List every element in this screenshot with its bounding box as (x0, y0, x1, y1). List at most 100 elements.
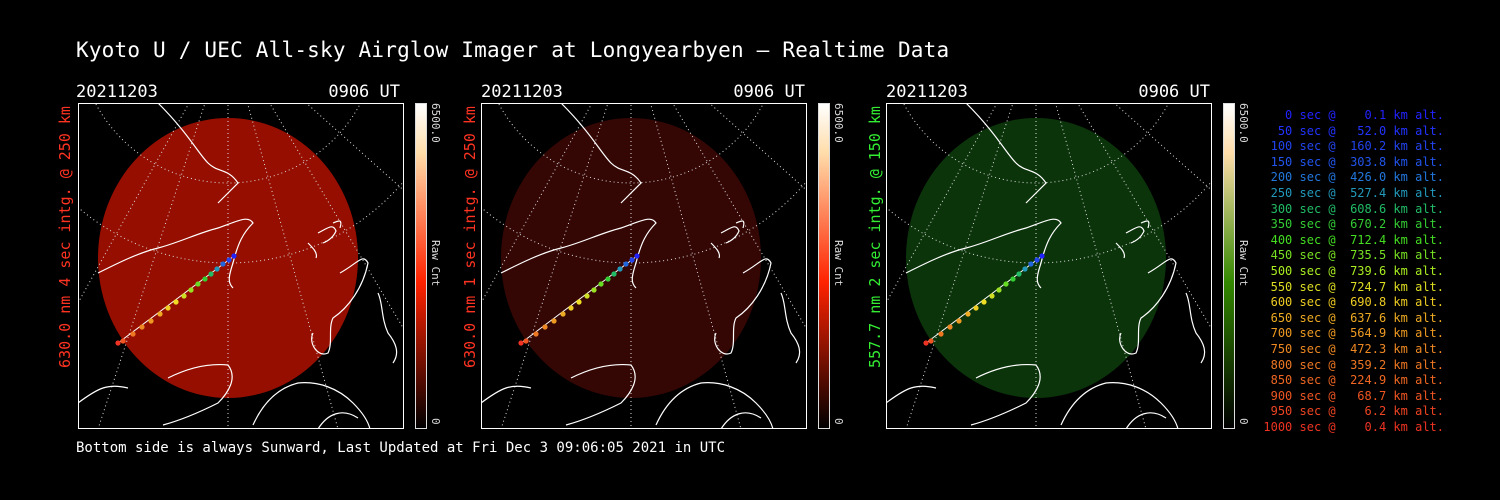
panel-3-date: 20211203 (886, 82, 968, 102)
coastline (905, 218, 1062, 289)
trajectory-point (1016, 271, 1022, 277)
coastline (157, 103, 239, 204)
page-title: Kyoto U / UEC All-sky Airglow Imager at … (76, 38, 950, 62)
lon-line (1113, 103, 1212, 192)
coastline (97, 218, 254, 289)
coastline (735, 220, 745, 229)
panel-2-image (481, 103, 807, 429)
coastline (965, 103, 1047, 204)
legend-row: 150 sec @ 303.8 km alt. (1263, 154, 1444, 169)
coastline (1125, 412, 1167, 429)
trajectory-point (231, 253, 237, 259)
panel-2-colorbar-max: 6500.0 (832, 103, 845, 143)
panel-3-colorbar-max: 6500.0 (1237, 103, 1250, 143)
panel-2-map (481, 103, 807, 429)
legend-row: 50 sec @ 52.0 km alt. (1263, 123, 1444, 138)
trajectory-point (165, 305, 171, 311)
legend-row: 250 sec @ 527.4 km alt. (1263, 185, 1444, 200)
panel-1-colorbar-unit: Raw Cnt (429, 240, 442, 287)
panel-frame (78, 103, 404, 429)
trajectory-point (973, 305, 979, 311)
trajectory-point (576, 299, 582, 305)
lon-line (500, 103, 609, 429)
panel-2-colorbar (818, 103, 830, 429)
lon-line (305, 103, 404, 192)
trajectory-point (568, 305, 574, 311)
coastline (970, 363, 1041, 426)
trajectory-point (617, 266, 623, 272)
panel-1-colorbar (415, 103, 427, 429)
legend-row: 1000 sec @ 0.4 km alt. (1263, 419, 1444, 434)
panel-1-colorbar-max: 6500.0 (429, 103, 442, 143)
altitude-legend: 0 sec @ 0.1 km alt. 50 sec @ 52.0 km alt… (1262, 108, 1444, 435)
lon-line (97, 103, 206, 429)
legend-row: 400 sec @ 712.4 km alt. (1263, 232, 1444, 247)
trajectory-point (591, 287, 597, 293)
coastline (560, 103, 642, 204)
coastline (317, 412, 359, 429)
legend-row: 800 sec @ 359.2 km alt. (1263, 357, 1444, 372)
coastline (332, 220, 342, 229)
trajectory-point (220, 261, 226, 267)
trajectory-point (598, 281, 604, 287)
trajectory-point (523, 338, 529, 344)
panel-3-map (886, 103, 1212, 429)
legend-row: 350 sec @ 670.2 km alt. (1263, 217, 1444, 232)
trajectory-point (208, 271, 214, 277)
panel-3-time: 0906 UT (1138, 82, 1210, 102)
trajectory-point (1034, 257, 1040, 263)
trajectory-point (518, 340, 524, 346)
lon-line (905, 103, 1014, 429)
coastline (317, 226, 337, 244)
trajectory-point (214, 266, 220, 272)
panel-2-date: 20211203 (481, 82, 563, 102)
footer-status: Bottom side is always Sunward, Last Upda… (76, 440, 726, 456)
coastline (481, 385, 532, 404)
trajectory-point (202, 276, 208, 282)
trajectory-point (226, 257, 232, 263)
trajectory-point (928, 338, 934, 344)
panel-frame (481, 103, 807, 429)
panel-1-date: 20211203 (76, 82, 158, 102)
legend-row: 700 sec @ 564.9 km alt. (1263, 326, 1444, 341)
legend-row: 900 sec @ 68.7 km alt. (1263, 388, 1444, 403)
panel-1-map (78, 103, 404, 429)
coastline (720, 412, 762, 429)
legend-row: 750 sec @ 472.3 km alt. (1263, 341, 1444, 356)
panel-2-wavelength-label: 630.0 nm 1 sec intg. @ 250 km (461, 106, 479, 368)
coastline (710, 242, 721, 259)
trajectory-point (542, 324, 548, 330)
trajectory-point (634, 253, 640, 259)
panel-2-colorbar-min: 0 (832, 418, 845, 425)
trajectory-point (989, 293, 995, 299)
panel-2-time: 0906 UT (733, 82, 805, 102)
legend-row: 600 sec @ 690.8 km alt. (1263, 295, 1444, 310)
trajectory-point (584, 293, 590, 299)
lon-line (708, 103, 807, 192)
trajectory-point (981, 299, 987, 305)
legend-row: 500 sec @ 739.6 km alt. (1263, 263, 1444, 278)
panel-3-image (886, 103, 1212, 429)
trajectory-point (157, 311, 163, 317)
trajectory-point (1010, 276, 1016, 282)
coastline (714, 258, 772, 355)
panel-3-colorbar (1223, 103, 1235, 429)
trajectory-point (139, 324, 145, 330)
trajectory-point (533, 331, 539, 337)
coastline (162, 363, 233, 426)
legend-row: 300 sec @ 608.6 km alt. (1263, 201, 1444, 216)
trajectory-point (923, 340, 929, 346)
trajectory-point (181, 293, 187, 299)
coastline (565, 363, 636, 426)
coastline (780, 292, 801, 364)
coastline (1060, 382, 1179, 429)
coastline (886, 385, 937, 404)
trajectory-point (560, 311, 566, 317)
trajectory-point (195, 281, 201, 287)
coastline (1125, 226, 1145, 244)
trajectory-point (965, 311, 971, 317)
trajectory-point (115, 340, 121, 346)
trajectory-point (938, 331, 944, 337)
panel-1-image (78, 103, 404, 429)
panel-2-colorbar-unit: Raw Cnt (832, 240, 845, 287)
